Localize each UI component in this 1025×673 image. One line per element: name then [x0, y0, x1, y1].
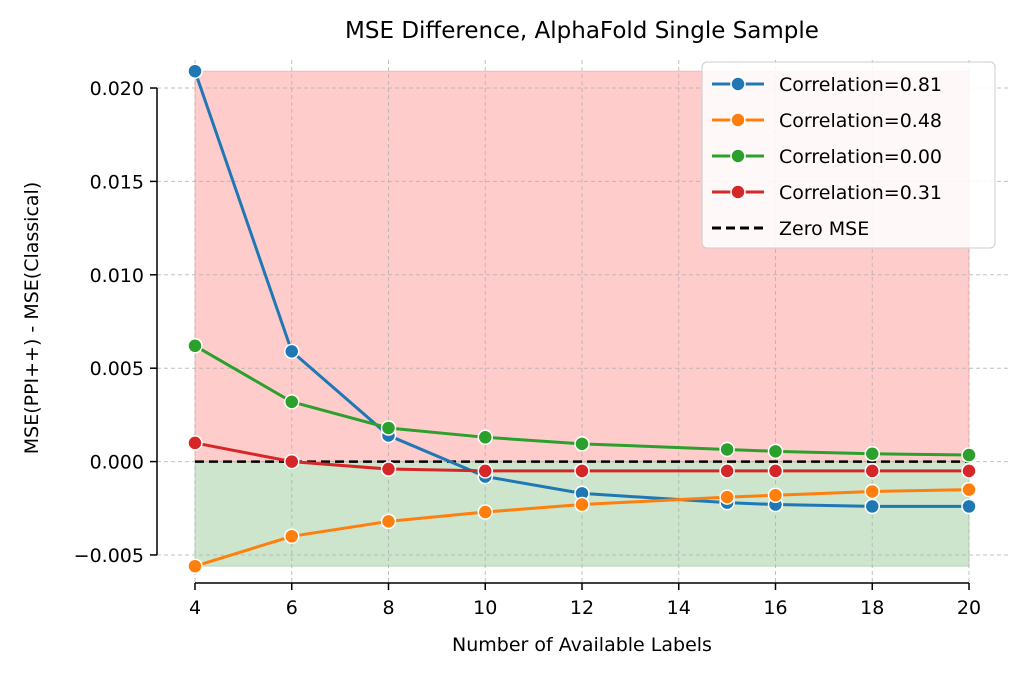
- data-point: [864, 445, 880, 462]
- legend-entry: Correlation=0.48: [712, 110, 942, 132]
- data-point: [864, 463, 880, 479]
- data-point: [187, 558, 203, 574]
- data-point: [187, 338, 203, 354]
- data-point: [477, 504, 493, 520]
- data-point: [574, 436, 590, 452]
- legend-marker: [730, 148, 746, 164]
- data-point: [284, 394, 300, 410]
- data-point: [284, 343, 300, 360]
- legend-marker: [730, 76, 746, 92]
- x-tick-label: 14: [667, 597, 691, 619]
- data-point: [477, 429, 493, 446]
- legend-label: Correlation=0.81: [779, 74, 942, 96]
- data-point: [187, 63, 203, 79]
- y-tick-label: 0.015: [90, 171, 144, 193]
- legend-label: Correlation=0.00: [779, 146, 942, 168]
- x-tick-label: 20: [957, 597, 981, 619]
- legend-entry: Correlation=0.00: [712, 146, 942, 168]
- y-tick-label: 0.005: [90, 358, 144, 380]
- data-point: [961, 481, 977, 498]
- legend-label: Zero MSE: [779, 218, 869, 240]
- legend-entry: Correlation=0.31: [712, 182, 942, 204]
- data-point: [961, 498, 977, 515]
- shaded-region-below: [194, 461, 970, 567]
- y-tick-label: 0.010: [90, 265, 144, 287]
- legend-entry: Zero MSE: [712, 218, 869, 240]
- data-point: [961, 463, 977, 479]
- x-tick-label: 10: [473, 597, 497, 619]
- data-point: [380, 461, 397, 477]
- data-point: [767, 487, 784, 503]
- legend: Correlation=0.81 Correlation=0.48 Correlat…: [701, 61, 996, 249]
- data-point: [284, 528, 300, 545]
- x-axis-title: Number of Available Labels: [452, 634, 712, 656]
- legend-marker: [730, 112, 746, 128]
- x-tick-label: 6: [286, 597, 298, 619]
- y-tick-label: 0.020: [90, 78, 144, 100]
- data-point: [574, 463, 590, 479]
- series-3: [187, 435, 977, 479]
- data-point: [187, 435, 203, 451]
- data-point: [380, 420, 397, 436]
- data-point: [477, 463, 493, 479]
- y-tick-label: 0.000: [90, 452, 144, 474]
- series-1: [187, 481, 977, 574]
- x-tick-label: 8: [382, 597, 394, 619]
- data-point: [864, 483, 880, 500]
- legend-entry: Correlation=0.81: [712, 74, 942, 96]
- data-point: [864, 498, 880, 515]
- data-point: [961, 447, 977, 463]
- x-tick-label: 18: [860, 597, 884, 619]
- data-point: [284, 453, 300, 470]
- x-tick-label: 4: [189, 597, 201, 619]
- data-point: [380, 513, 397, 530]
- legend-box: [701, 61, 996, 249]
- series-group: [187, 63, 977, 574]
- legend-marker: [730, 184, 746, 200]
- chart-title: MSE Difference, AlphaFold Single Sample: [345, 18, 819, 44]
- legend-label: Correlation=0.31: [779, 182, 942, 204]
- data-point: [719, 463, 735, 479]
- data-point: [574, 496, 590, 513]
- y-tick-label: −0.005: [74, 545, 144, 567]
- x-tick-label: 12: [570, 597, 594, 619]
- axes: 4 6 8 10 12 14 16 18 20 −0.005 0.000 0.005 0.010 0.01…: [74, 78, 981, 619]
- x-tick-label: 16: [763, 597, 787, 619]
- y-axis-title: MSE(PPI++) - MSE(Classical): [21, 182, 43, 455]
- data-point: [767, 463, 784, 479]
- series-2: [187, 338, 977, 463]
- data-point: [719, 489, 735, 505]
- data-point: [767, 443, 784, 460]
- legend-label: Correlation=0.48: [779, 110, 942, 132]
- data-point: [719, 441, 735, 458]
